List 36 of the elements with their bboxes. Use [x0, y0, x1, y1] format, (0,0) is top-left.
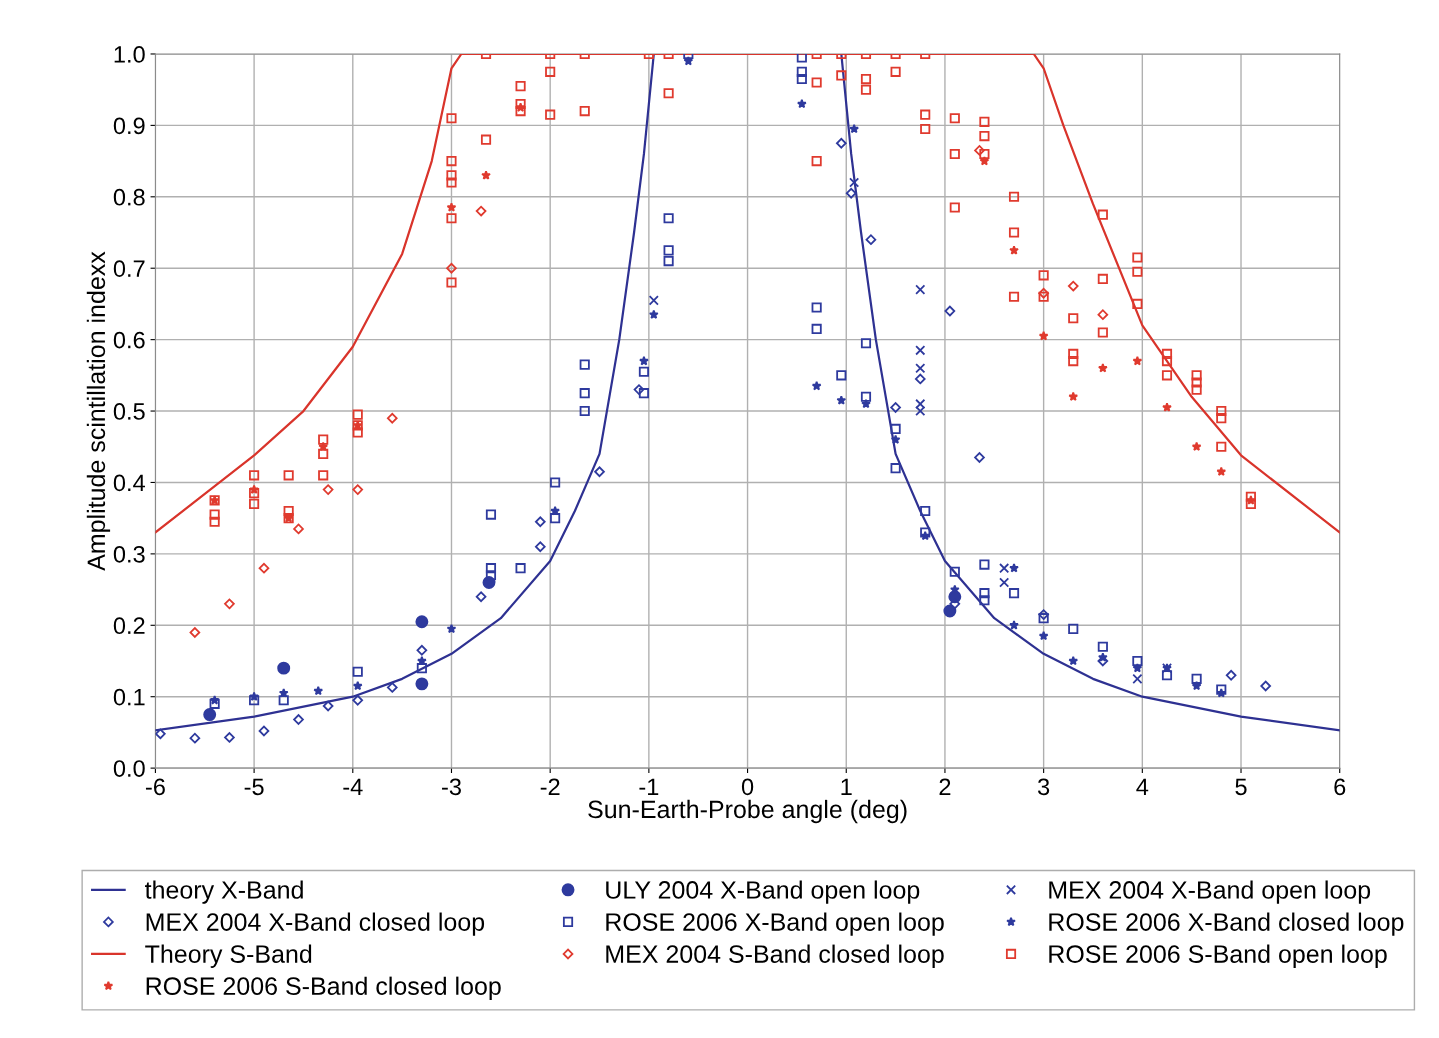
- y-tick-label: 0.2: [113, 617, 145, 635]
- x-tick-label: 0: [741, 778, 754, 796]
- x-tick-label: -2: [540, 778, 560, 795]
- x-tick-label: 2: [939, 778, 951, 795]
- y-tick-label: 0.0: [113, 760, 145, 777]
- y-tick-label: 0.1: [113, 688, 145, 706]
- x-tick-label: 1: [841, 778, 852, 795]
- y-tick-label: 0.5: [113, 403, 145, 420]
- x-tick-label: 4: [1136, 778, 1149, 795]
- x-tick-label: -6: [145, 778, 165, 796]
- x-tick-label: 6: [1334, 778, 1346, 796]
- legend-label: MEX 2004 X-Band closed loop: [146, 912, 485, 936]
- x-tick-label: -5: [244, 778, 264, 796]
- x-axis-title: Sun-Earth-Probe angle (deg): [588, 799, 907, 824]
- legend-label: ULY 2004 X-Band open loop: [606, 880, 920, 904]
- x-tick-label: -1: [639, 778, 659, 795]
- x-tick-label: -3: [442, 778, 461, 796]
- x-tick-label: 5: [1235, 778, 1247, 796]
- legend-label: Theory S-Band: [145, 944, 312, 968]
- y-tick-label: 0.9: [113, 117, 145, 135]
- y-tick-label: 1.0: [114, 46, 145, 63]
- legend-label: theory X-Band: [145, 880, 303, 904]
- y-tick-label: 0.4: [113, 474, 145, 492]
- legend-label: ROSE 2006 X-Band open loop: [606, 912, 944, 936]
- y-axis-title: Amplitude scintillation indexx: [86, 251, 111, 571]
- y-tick-label: 0.7: [113, 260, 145, 278]
- y-tick-label: 0.6: [113, 331, 145, 349]
- y-tick-label: 0.3: [113, 545, 145, 563]
- y-tick-label: 0.8: [113, 188, 145, 206]
- legend-label: ROSE 2006 X-Band closed loop: [1049, 912, 1404, 936]
- legend-label: MEX 2004 S-Band closed loop: [606, 944, 944, 968]
- x-tick-label: -4: [343, 778, 363, 795]
- legend-label: ROSE 2006 S-Band open loop: [1049, 944, 1387, 968]
- legend-label: MEX 2004 X-Band open loop: [1049, 880, 1371, 904]
- legend-label: ROSE 2006 S-Band closed loop: [146, 976, 501, 1000]
- x-tick-label: 3: [1037, 778, 1050, 796]
